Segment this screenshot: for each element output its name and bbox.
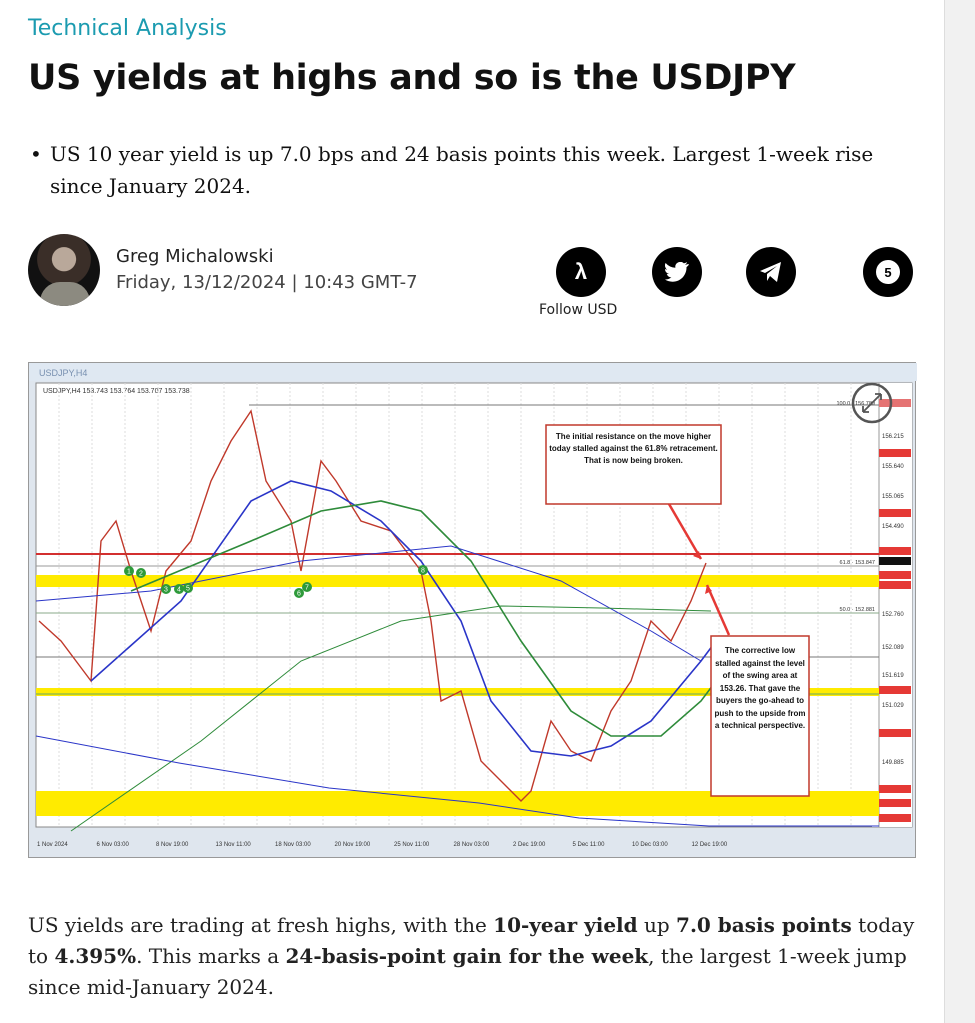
key-points: US 10 year yield is up 7.0 bps and 24 ba… [30, 138, 890, 202]
swing-marker-label: 1 [127, 569, 131, 576]
article-title: US yields at highs and so is the USDJPY [28, 58, 796, 98]
moving-average-slow [35, 545, 702, 662]
annotation-corrective-low: The corrective low stalled against the l… [714, 646, 806, 730]
category-link[interactable]: Technical Analysis [28, 16, 227, 41]
price-tag [879, 686, 911, 694]
swing-marker-label: 7 [305, 585, 309, 592]
x-axis-label: 13 Nov 11:00 [216, 842, 252, 848]
x-axis-label: 25 Nov 11:00 [394, 842, 430, 848]
swing-marker-label: 2 [139, 571, 143, 578]
price-tag [879, 814, 911, 822]
moving-average-mid [130, 500, 717, 737]
price-line [38, 409, 707, 802]
x-axis-label: 8 Nov 19:00 [156, 842, 189, 848]
y-axis-label: 156.215 [882, 434, 904, 440]
x-axis-label: 5 Dec 11:00 [573, 842, 606, 848]
emphasis: 10-year yield [493, 913, 638, 937]
emphasis: 7.0 basis points [676, 913, 852, 937]
x-axis-label: 1 Nov 2024 [37, 842, 68, 848]
arrow-corrective-low [705, 584, 731, 636]
swing-marker [161, 584, 171, 594]
lambda-icon: λ [574, 259, 588, 284]
usdjpy-chart-image[interactable]: USDJPY,H4 USDJPY,H4 153.743 153.764 153.… [28, 362, 917, 858]
y-axis-label: 149.885 [882, 760, 904, 766]
swing-marker [294, 588, 304, 598]
x-axis-label: 6 Nov 03:00 [97, 842, 130, 848]
support-zone [36, 575, 879, 587]
price-tag [879, 557, 911, 565]
emphasis: 4.395% [54, 944, 137, 968]
author-name[interactable]: Greg Michalowski [116, 246, 274, 267]
symbol-line: USDJPY,H4 153.743 153.764 153.707 153.73… [43, 388, 190, 395]
swing-marker [136, 568, 146, 578]
swing-marker-label: 8 [421, 568, 425, 575]
moving-average-fast [90, 480, 717, 757]
twitter-icon [665, 262, 689, 282]
y-axis-label: 155.640 [882, 464, 904, 470]
price-tag [879, 571, 911, 579]
swing-marker [418, 565, 428, 575]
x-axis-label: 2 Dec 19:00 [513, 842, 546, 848]
y-axis-label: 152.089 [882, 645, 904, 651]
telegram-icon [760, 262, 781, 282]
x-axis-label: 12 Dec 19:00 [692, 842, 728, 848]
scrollbar[interactable] [944, 0, 975, 1023]
fib-label: 50.0 · 152.881 [840, 607, 875, 613]
y-axis-label: 151.029 [882, 703, 904, 709]
chart-svg: USDJPY,H4 USDJPY,H4 153.743 153.764 153.… [29, 363, 917, 848]
follow-usd-label[interactable]: Follow USD [539, 302, 618, 318]
arrow-resistance [667, 503, 703, 560]
publish-date: Friday, 13/12/2024 | 10:43 GMT-7 [116, 272, 418, 293]
swing-marker [183, 583, 193, 593]
body-text: up [637, 913, 677, 937]
window-title: USDJPY,H4 [39, 368, 87, 378]
swing-marker-label: 6 [297, 591, 301, 598]
price-tag [879, 729, 911, 737]
fib-label: 100.0 · 156.789 [836, 401, 875, 407]
fib-label: 61.8 · 153.847 [840, 560, 875, 566]
body-text: US yields are trading at fresh highs, wi… [28, 913, 494, 937]
moving-average-long [70, 605, 712, 832]
twitter-share-button[interactable] [652, 247, 702, 297]
annotation-resistance: The initial resistance on the move highe… [549, 432, 718, 465]
y-axis-label: 152.760 [882, 612, 904, 618]
follow-usd-button[interactable]: λ [556, 247, 606, 297]
price-tag [879, 785, 911, 793]
x-axis-label: 28 Nov 03:00 [454, 842, 490, 848]
price-tag [879, 547, 911, 555]
swing-marker [174, 584, 184, 594]
swing-marker [302, 582, 312, 592]
y-axis-label: 155.065 [882, 494, 904, 500]
expand-icon[interactable] [851, 382, 893, 424]
step-line [35, 735, 879, 827]
body-text: , the largest 1-week jump since mid-Janu… [28, 944, 907, 999]
comments-icon: 5 [876, 260, 900, 284]
emphasis: 24-basis-point gain for the week [285, 944, 649, 968]
price-tag [879, 799, 911, 807]
comments-button[interactable]: 5 [863, 247, 913, 297]
swing-marker-label: 3 [164, 587, 168, 594]
key-point: US 10 year yield is up 7.0 bps and 24 ba… [30, 138, 890, 202]
price-tag [879, 509, 911, 517]
swing-marker-label: 4 [177, 587, 181, 594]
price-tag [879, 399, 911, 407]
body-text: . This marks a [136, 944, 286, 968]
article-body: US yields are trading at fresh highs, wi… [28, 910, 928, 1003]
x-axis-label: 10 Dec 03:00 [632, 842, 668, 848]
swing-marker [124, 566, 134, 576]
x-axis-label: 18 Nov 03:00 [275, 842, 311, 848]
y-axis-label: 154.490 [882, 524, 904, 530]
swing-marker-label: 5 [186, 586, 190, 593]
price-tag [879, 449, 911, 457]
y-axis-label: 151.619 [882, 673, 904, 679]
price-tag [879, 581, 911, 589]
author-avatar[interactable] [28, 234, 100, 306]
telegram-share-button[interactable] [746, 247, 796, 297]
x-axis-label: 20 Nov 19:00 [335, 842, 371, 848]
body-text: today to [28, 913, 915, 968]
